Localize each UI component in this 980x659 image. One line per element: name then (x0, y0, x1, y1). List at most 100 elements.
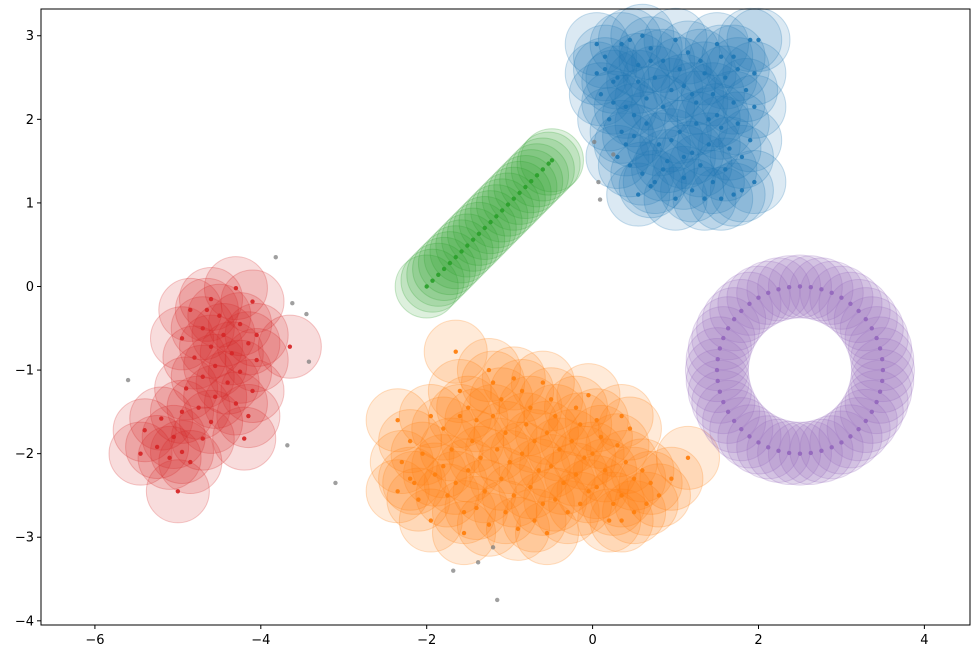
blue-cluster-point (752, 179, 757, 185)
blue-cluster-point (640, 171, 645, 176)
noise-point (285, 443, 290, 448)
green-diagonal-point (540, 167, 546, 172)
red-cluster-point (250, 388, 255, 394)
purple-ring-point (877, 346, 883, 351)
noise-point (495, 597, 500, 603)
red-cluster-point (237, 369, 243, 374)
blue-cluster-point (689, 188, 695, 193)
blue-cluster-point (747, 138, 753, 143)
purple-ring-point (756, 295, 761, 300)
green-diagonal-point (436, 272, 441, 277)
orange-cluster-point (453, 480, 458, 486)
blue-cluster-point (669, 138, 674, 143)
orange-cluster-point (461, 530, 467, 536)
red-cluster-point (208, 419, 214, 425)
blue-cluster-point (648, 46, 653, 51)
orange-cluster-point (395, 418, 400, 423)
purple-ring-point (747, 301, 752, 306)
orange-cluster-point (623, 459, 628, 465)
orange-cluster-point (619, 493, 624, 498)
purple-ring-point (869, 409, 874, 415)
noise-point (125, 377, 131, 383)
orange-cluster-point (565, 509, 570, 515)
blue-cluster-point (718, 196, 724, 201)
blue-cluster-point (619, 41, 624, 47)
blue-cluster-point (681, 83, 687, 89)
orange-cluster-point (557, 447, 562, 452)
orange-cluster-point (474, 418, 479, 423)
orange-cluster-point (602, 468, 608, 473)
green-diagonal-point (476, 231, 482, 237)
orange-cluster-point (598, 434, 604, 440)
blue-cluster-point (594, 41, 599, 47)
orange-cluster-point (631, 476, 637, 481)
purple-ring-point (717, 389, 723, 394)
red-cluster-point (237, 321, 243, 327)
blue-cluster-point (660, 167, 666, 172)
green-diagonal-point (511, 196, 516, 201)
red-cluster-point (188, 307, 193, 313)
green-diagonal-point (546, 161, 551, 166)
orange-cluster-point (594, 418, 599, 423)
purple-ring-point (731, 418, 737, 424)
blue-cluster-point (718, 54, 724, 59)
red-cluster-point (142, 428, 147, 433)
blue-cluster-point (743, 87, 749, 93)
y-tick-label: −1 (15, 364, 34, 379)
purple-ring-point (848, 434, 853, 439)
blue-cluster-point (636, 192, 641, 197)
green-diagonal-point (465, 243, 470, 248)
red-cluster-point (179, 409, 185, 415)
orange-cluster-point (490, 380, 496, 385)
y-tick-label: −2 (15, 447, 34, 462)
blue-cluster-point (669, 87, 674, 93)
orange-cluster-point (524, 422, 529, 427)
purple-ring-point (819, 287, 824, 292)
red-cluster-point (287, 344, 293, 349)
purple-ring-point (856, 308, 861, 314)
blue-cluster-point (627, 163, 633, 168)
blue-cluster-point (702, 71, 707, 76)
blue-cluster-point (611, 100, 616, 105)
noise-point (597, 197, 603, 202)
blue-cluster-point (615, 75, 620, 80)
orange-cluster-point (532, 518, 537, 523)
orange-cluster-point (586, 489, 591, 494)
red-cluster-point (246, 341, 251, 346)
noise-point (596, 179, 601, 185)
noise-point (290, 301, 295, 306)
red-cluster-point (171, 434, 176, 440)
noise-point (475, 560, 481, 565)
blue-cluster-point (694, 100, 699, 105)
orange-cluster-point (457, 413, 463, 419)
orange-cluster-point (511, 493, 516, 498)
purple-ring-point (880, 367, 886, 373)
red-cluster-point (225, 380, 230, 385)
blue-cluster-point (636, 79, 641, 84)
blue-cluster-point (731, 192, 736, 197)
purple-ring-point (721, 335, 726, 341)
blue-cluster-point (710, 179, 716, 185)
orange-cluster-point (420, 451, 425, 456)
blue-cluster-point (735, 121, 740, 126)
orange-cluster-point (499, 476, 504, 481)
purple-ring-point (797, 284, 803, 289)
purple-ring-point (874, 335, 879, 341)
blue-cluster-point (615, 154, 620, 160)
orange-cluster-point (627, 426, 633, 431)
blue-cluster-point (698, 163, 703, 168)
purple-ring-point (839, 295, 844, 300)
orange-cluster-point (428, 413, 434, 419)
orange-cluster-point (669, 476, 674, 481)
red-cluster-point (204, 307, 210, 313)
blue-cluster-point (714, 41, 720, 47)
blue-cluster-point (602, 54, 608, 59)
blue-cluster-point (594, 71, 599, 76)
blue-cluster-point (756, 37, 761, 43)
red-cluster-point (154, 444, 160, 450)
orange-cluster-point (619, 518, 624, 523)
purple-ring-point (869, 326, 874, 331)
blue-cluster-point (706, 117, 711, 122)
red-cluster-point (200, 374, 205, 379)
